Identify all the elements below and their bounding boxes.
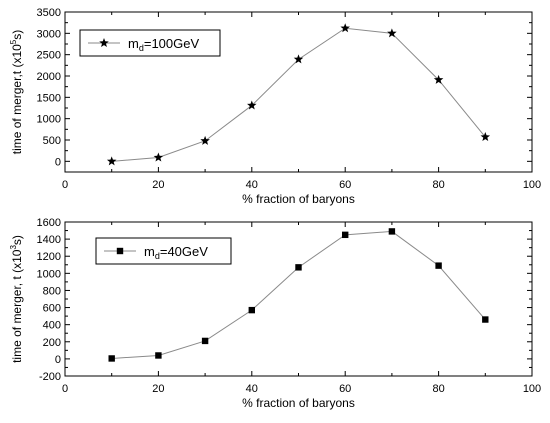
legend-marker (99, 38, 109, 48)
data-point (200, 135, 210, 145)
y-axis-title-sup: 3 (9, 245, 18, 250)
data-point (201, 337, 209, 345)
x-axis-title: % fraction of baryons (242, 192, 355, 206)
data-point (480, 132, 491, 142)
y-axis-title: time of merger,t (x105s) (9, 30, 24, 155)
data-point (340, 23, 350, 33)
y-axis-title-main: time of merger,t (x10 (10, 44, 24, 154)
y-tick-label: 1500 (37, 92, 61, 104)
legend-label-tail: =100GeV (144, 36, 200, 51)
y-tick-label: 1000 (37, 268, 61, 280)
y-tick-label: 0 (55, 156, 61, 168)
y-tick-label: 2500 (37, 50, 61, 62)
x-axis-title: % fraction of baryons (242, 396, 355, 410)
x-tick-label: 100 (523, 383, 541, 395)
y-tick-label: 1600 (37, 217, 61, 229)
y-tick-label: 400 (43, 320, 61, 332)
data-point (388, 228, 396, 235)
data-point (106, 156, 117, 166)
x-tick-label: 0 (62, 383, 68, 395)
data-point (155, 352, 162, 359)
y-axis-title: time of merger, t (x103s) (9, 235, 24, 363)
x-tick-label: 80 (432, 179, 444, 191)
legend-label-sub: d (139, 43, 144, 53)
data-point (108, 355, 115, 362)
y-tick-label: 600 (43, 303, 61, 315)
legend-label-tail: =40GeV (160, 244, 208, 259)
y-tick-label: 3000 (37, 28, 61, 40)
x-tick-label: 0 (62, 179, 68, 191)
data-point (482, 316, 489, 323)
chart-top: 0 20 40 60 80 1000500100015002000250030003500… (9, 7, 541, 206)
y-tick-label: 2000 (37, 71, 61, 83)
legend-label-main: m (128, 36, 139, 51)
x-tick-label: 20 (152, 383, 164, 395)
y-axis-title-sup: 5 (9, 39, 18, 44)
data-point (247, 100, 257, 110)
data-point (295, 264, 302, 271)
data-point (435, 262, 442, 269)
y-tick-label: 3500 (37, 7, 61, 19)
legend-label-sub: d (155, 251, 160, 261)
chart-bottom: 0 20 40 60 80 100-200020040060080010001200140… (9, 217, 541, 410)
y-tick-label: 800 (43, 285, 61, 297)
data-point (293, 54, 304, 64)
legend-label: md=40GeV (144, 244, 208, 261)
y-tick-label: -200 (39, 371, 61, 383)
data-point (387, 28, 397, 38)
y-tick-label: 200 (43, 337, 61, 349)
data-point (248, 306, 255, 314)
x-tick-label: 60 (339, 383, 351, 395)
x-tick-label: 20 (152, 179, 164, 191)
y-tick-label: 0 (55, 354, 61, 366)
y-tick-label: 1400 (37, 234, 61, 246)
y-axis-title-tail: s) (10, 30, 24, 40)
legend-label: md=100GeV (128, 36, 199, 53)
y-tick-label: 1200 (37, 251, 61, 263)
legend: md=100GeV (79, 29, 221, 57)
legend-label-main: m (144, 244, 155, 259)
x-tick-label: 40 (246, 179, 258, 191)
data-point (433, 74, 444, 84)
y-tick-label: 1000 (37, 114, 61, 126)
data-point (342, 231, 349, 239)
legend: md=40GeV (95, 237, 232, 265)
x-tick-label: 60 (339, 179, 351, 191)
y-axis-title-tail: s) (10, 235, 24, 245)
data-point (153, 152, 164, 162)
x-tick-label: 40 (246, 383, 258, 395)
y-tick-label: 500 (43, 135, 61, 147)
legend-marker (116, 247, 124, 255)
x-tick-label: 80 (432, 383, 444, 395)
x-tick-label: 100 (523, 179, 541, 191)
y-axis-title-main: time of merger, t (x10 (10, 249, 24, 363)
